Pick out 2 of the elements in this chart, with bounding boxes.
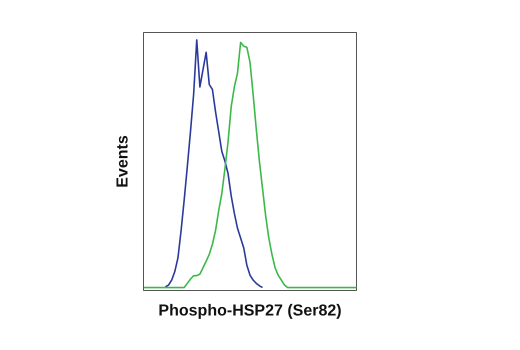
x-axis-title: Phospho-HSP27 (Ser82) (158, 302, 342, 320)
y-axis-title: Events (114, 135, 132, 188)
